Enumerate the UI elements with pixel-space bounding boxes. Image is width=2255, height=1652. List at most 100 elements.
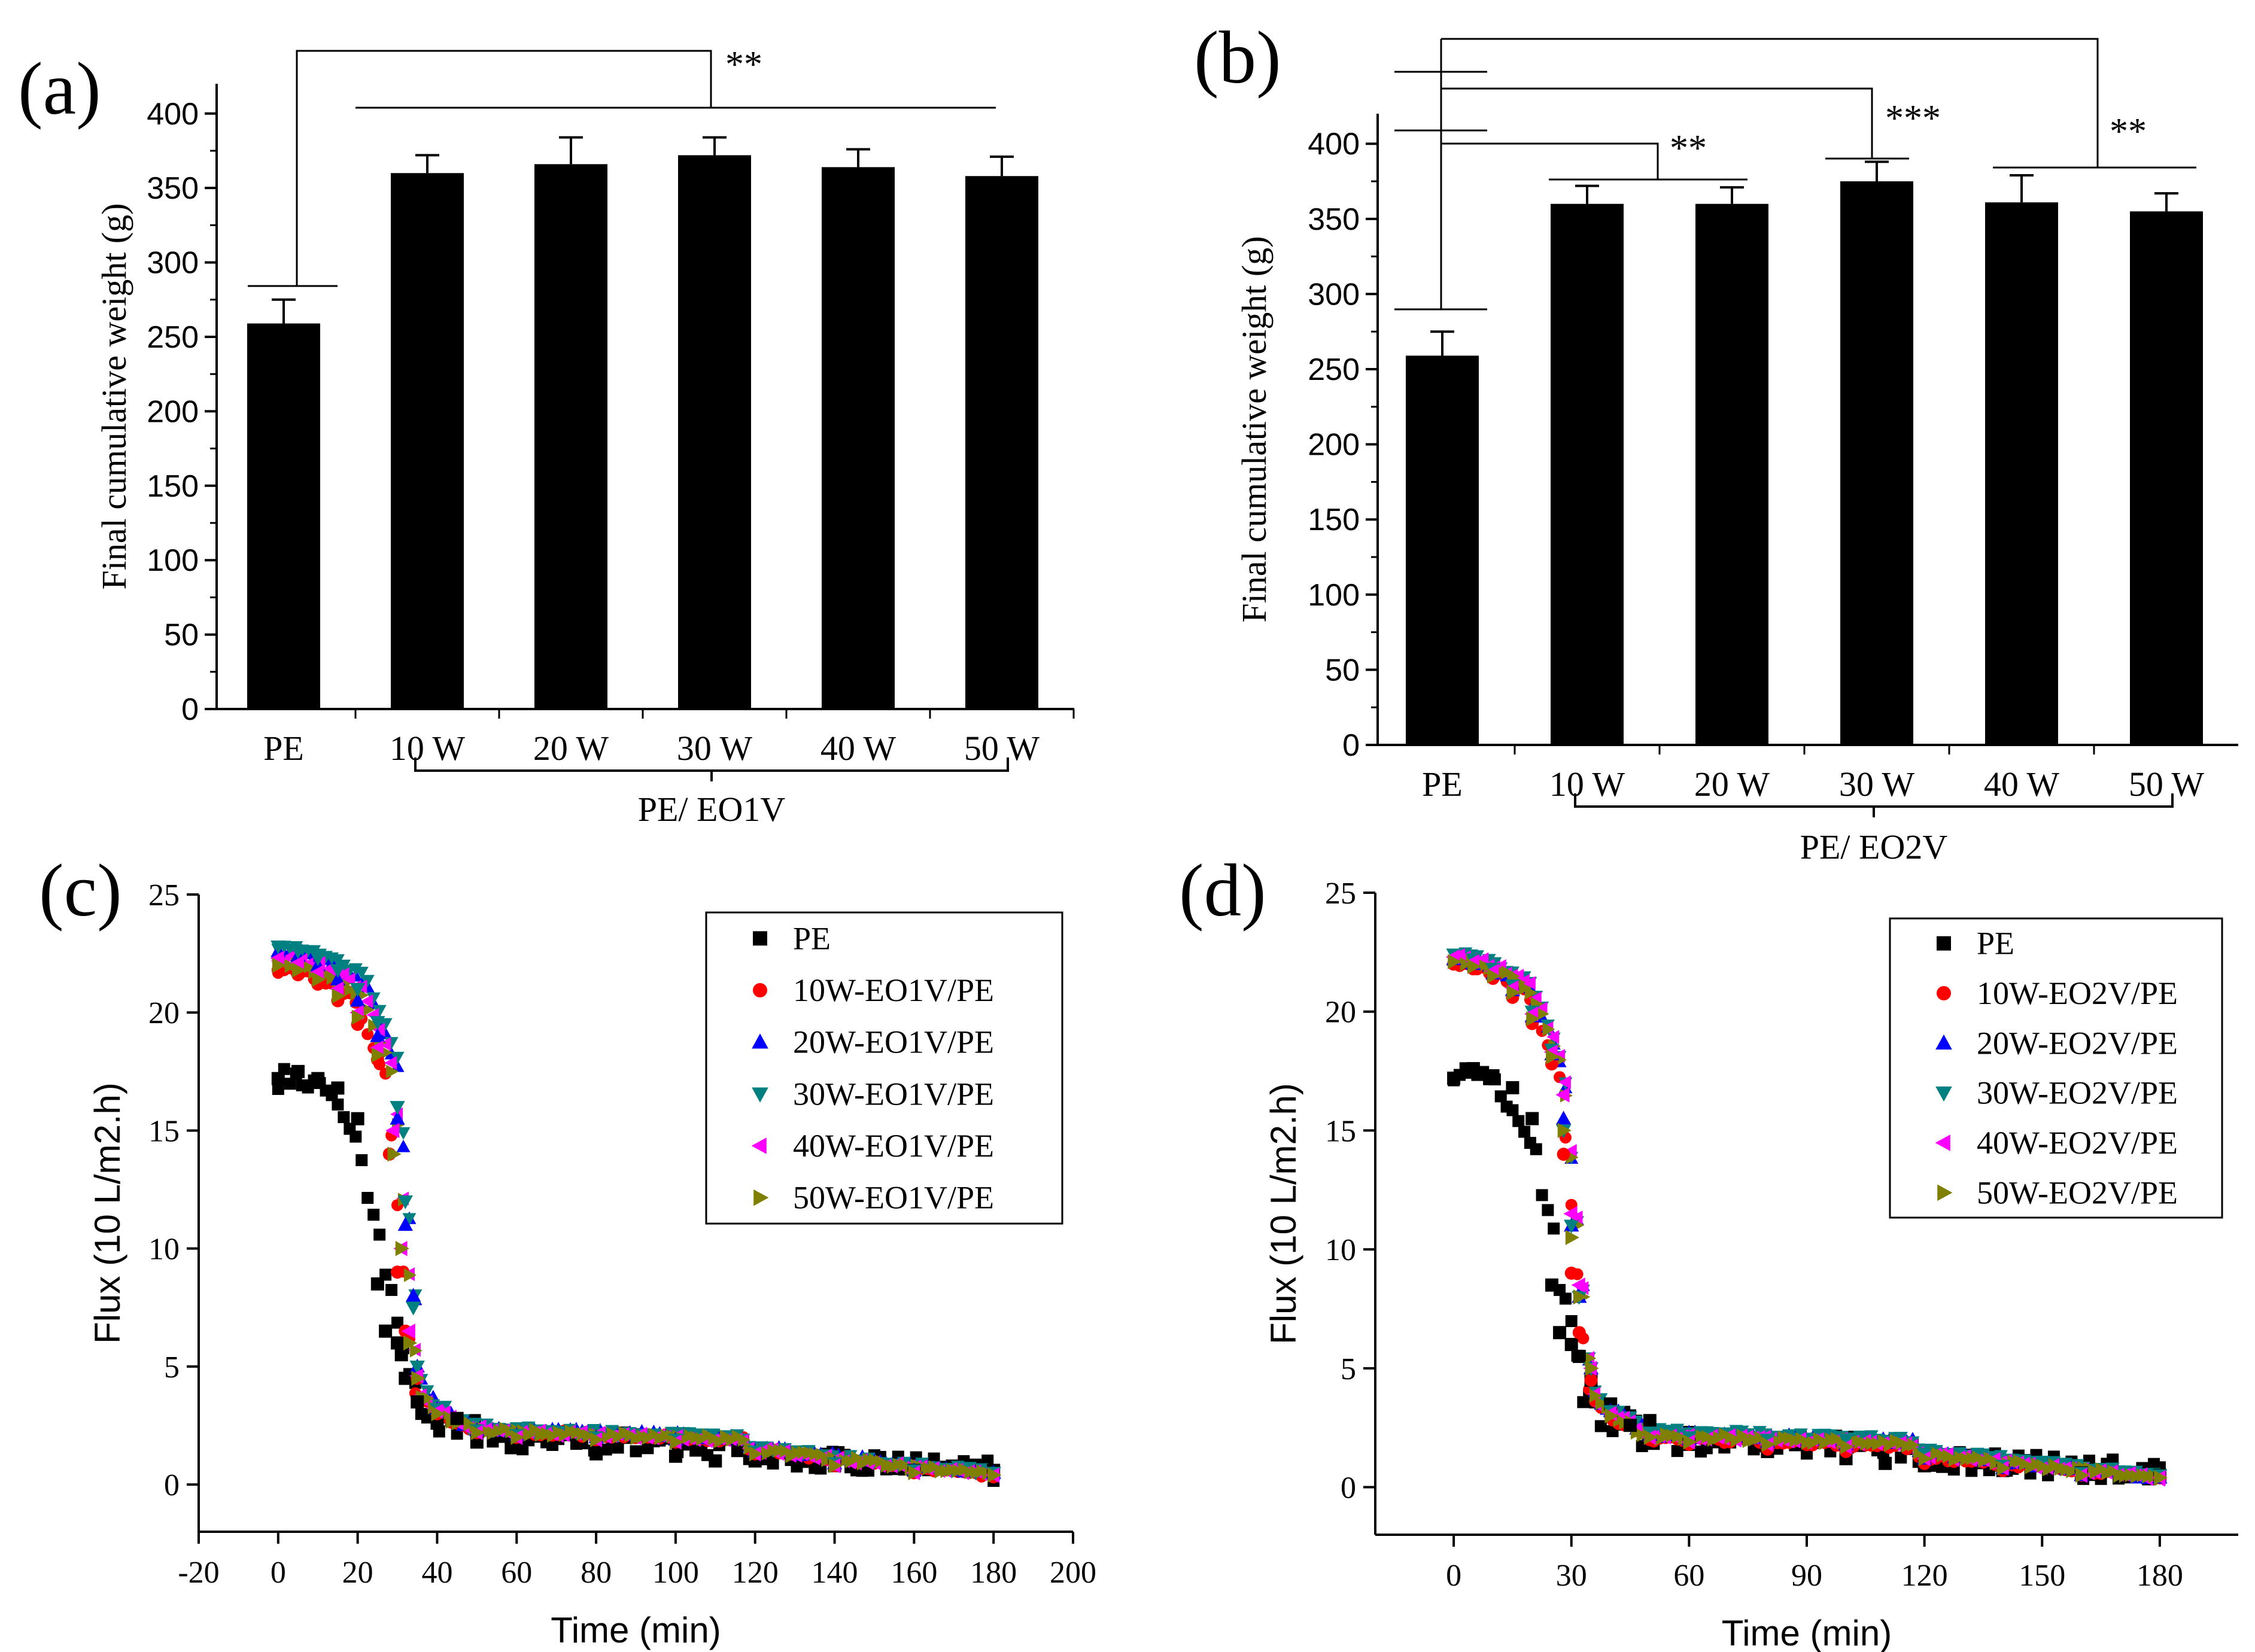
legend: PE 10W-EO1V/PE 20W-EO1V/PE 30W-EO1V/PE 40W-E…	[705, 911, 1063, 1225]
marker-triangle-right	[272, 957, 287, 973]
marker-triangle-right	[470, 1425, 485, 1440]
y-tick-label: 15	[1325, 1114, 1356, 1148]
marker-square	[630, 1445, 642, 1458]
x-axis-label: Time (min)	[1722, 1613, 1892, 1652]
y-tick-label: 350	[1308, 202, 1360, 237]
marker-triangle-right	[908, 1465, 922, 1481]
marker-triangle-right	[1546, 1049, 1560, 1064]
marker-triangle-right	[1557, 1122, 1572, 1139]
significance-bracket	[296, 50, 712, 286]
marker-triangle-right	[753, 1189, 769, 1206]
bar-panel-b: (b) 0 50 100 150 200 250 300 350 400 PE 10 W 20 W 30 …	[1194, 17, 2238, 866]
group-label: PE/ EO1V	[638, 790, 786, 829]
y-tick-label: 200	[1308, 428, 1360, 463]
marker-square	[361, 1192, 374, 1204]
marker-triangle-right	[431, 1406, 445, 1422]
marker-triangle-right	[1536, 1006, 1549, 1021]
marker-triangle-down	[1794, 1428, 1808, 1441]
category-label: 30 W	[677, 729, 752, 768]
marker-square	[291, 1064, 305, 1078]
marker-square	[589, 1447, 603, 1461]
scatter-panel-d: (d) 0 5 10 15 20 25 0 30 60 90 120 150 180 Time (min) F…	[1179, 850, 2238, 1652]
y-tick-label: 350	[147, 171, 199, 206]
marker-triangle-down	[307, 945, 321, 958]
marker-triangle-down	[409, 1360, 425, 1375]
significance-bracket	[1441, 38, 2099, 168]
marker-triangle-right	[1526, 1011, 1540, 1027]
x-tick-label: 160	[891, 1556, 937, 1590]
bar-panel-a: (a) 0 50 100 150 200 250 300 350 400 PE 10 W 20 W 30 …	[18, 44, 1075, 829]
marker-triangle-left	[1563, 1206, 1578, 1222]
bar	[1406, 355, 1479, 745]
marker-square	[385, 1283, 398, 1296]
x-tick-label: 80	[581, 1556, 612, 1590]
marker-square	[1447, 1071, 1461, 1085]
legend-label: PE	[1977, 926, 2014, 962]
marker-square	[1565, 1315, 1578, 1327]
y-tick-label: 150	[147, 469, 199, 504]
marker-triangle-up	[752, 1033, 768, 1049]
panel-label: (a)	[18, 48, 101, 130]
marker-triangle-down	[370, 1016, 385, 1030]
marker-square	[470, 1435, 484, 1449]
marker-square	[367, 1209, 380, 1221]
category-label: 50 W	[2129, 765, 2204, 804]
marker-triangle-left	[310, 965, 324, 980]
marker-square	[351, 1112, 364, 1125]
category-label: 30 W	[1839, 765, 1914, 804]
marker-triangle-down	[350, 982, 366, 997]
x-tick-label: 200	[1050, 1556, 1096, 1590]
marker-square	[430, 1416, 444, 1430]
x-tick-label: 30	[1556, 1559, 1587, 1593]
marker-triangle-right	[590, 1432, 604, 1447]
marker-triangle-right	[1683, 1434, 1697, 1450]
y-tick-label: 250	[1308, 352, 1360, 387]
marker-triangle-right	[1937, 1184, 1953, 1201]
marker-square	[1624, 1419, 1637, 1432]
marker-triangle-right	[1604, 1408, 1619, 1423]
marker-triangle-left	[1564, 1144, 1577, 1158]
x-tick-label: 150	[2019, 1559, 2065, 1593]
marker-triangle-up	[390, 1111, 405, 1125]
y-tick-label: 100	[1308, 578, 1360, 613]
y-tick-label: 25	[148, 878, 180, 912]
marker-triangle-up	[330, 971, 346, 985]
marker-triangle-left	[385, 1122, 400, 1139]
bar	[2130, 211, 2203, 745]
legend-label: 20W-EO2V/PE	[1977, 1025, 2178, 1061]
marker-circle	[1564, 1266, 1578, 1280]
marker-triangle-right	[1448, 954, 1462, 969]
legend-label: 50W-EO1V/PE	[793, 1180, 994, 1216]
marker-triangle-left	[1571, 1277, 1585, 1293]
marker-triangle-up	[378, 1027, 393, 1040]
group-label: PE/ EO2V	[1800, 827, 1948, 866]
marker-square	[391, 1336, 405, 1350]
y-tick-label: 0	[1341, 1471, 1356, 1505]
category-label: PE	[263, 729, 304, 768]
marker-square	[1559, 1292, 1572, 1305]
significance-label: ***	[1885, 98, 1941, 139]
marker-triangle-right	[387, 1146, 402, 1162]
x-tick-label: 60	[501, 1556, 532, 1590]
y-tick-label: 100	[147, 543, 199, 578]
marker-triangle-left	[330, 981, 344, 997]
bar	[965, 176, 1038, 709]
y-tick-label: 200	[147, 394, 199, 429]
marker-triangle-right	[1467, 959, 1482, 974]
marker-triangle-right	[1918, 1451, 1932, 1467]
marker-square	[668, 1449, 682, 1463]
marker-square	[753, 931, 767, 946]
marker-triangle-right	[828, 1458, 843, 1474]
marker-triangle-right	[371, 1047, 386, 1063]
marker-square	[1466, 1062, 1480, 1076]
marker-triangle-left	[401, 1324, 415, 1339]
marker-square	[332, 1099, 344, 1111]
marker-triangle-right	[987, 1467, 1002, 1483]
marker-triangle-left	[751, 1137, 767, 1154]
y-axis-label: Flux (10 L/m2.h)	[87, 1082, 127, 1344]
marker-square	[284, 1078, 296, 1090]
y-tick-label: 0	[164, 1468, 180, 1502]
bar	[678, 155, 751, 709]
y-tick-label: 300	[147, 246, 199, 281]
